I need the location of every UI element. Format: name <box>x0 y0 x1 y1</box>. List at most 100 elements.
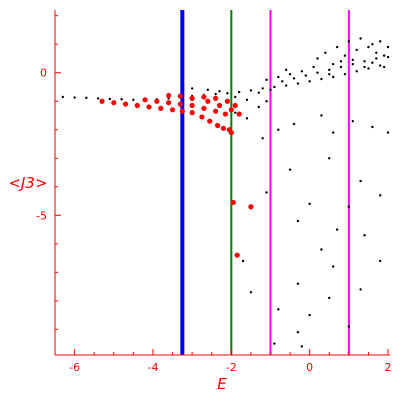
data-point-1-9 <box>199 114 205 120</box>
data-point-0-64 <box>339 60 343 63</box>
data-point-1-15 <box>142 97 148 103</box>
data-point-1-28 <box>228 107 234 113</box>
data-point-1-11 <box>215 122 221 129</box>
data-point-0-18 <box>273 85 276 89</box>
data-point-0-67 <box>312 65 315 69</box>
data-point-1-26 <box>205 98 211 104</box>
data-point-0-92 <box>363 234 366 237</box>
data-point-0-26 <box>367 67 370 70</box>
data-point-1-6 <box>169 107 176 113</box>
data-point-0-50 <box>347 40 351 43</box>
data-point-1-7 <box>179 108 185 114</box>
y-tick-label-0: 0 <box>40 67 47 80</box>
data-point-0-37 <box>304 74 307 77</box>
data-point-0-53 <box>367 45 370 49</box>
data-point-0-102 <box>296 330 300 334</box>
data-point-0-43 <box>375 57 378 60</box>
data-point-0-85 <box>359 179 362 183</box>
data-point-0-84 <box>328 157 331 160</box>
data-point-0-103 <box>273 342 276 345</box>
data-point-0-89 <box>379 194 382 197</box>
data-point-0-56 <box>379 40 382 43</box>
data-point-0-99 <box>277 308 280 311</box>
data-point-0-86 <box>265 191 268 194</box>
data-point-0-6 <box>132 98 135 102</box>
data-point-1-34 <box>230 199 236 206</box>
data-point-1-30 <box>201 94 207 100</box>
data-point-0-0 <box>61 95 65 99</box>
data-point-0-70 <box>284 68 288 72</box>
data-point-0-96 <box>296 282 300 285</box>
data-point-0-27 <box>379 64 382 67</box>
data-point-0-74 <box>265 100 268 103</box>
data-point-0-23 <box>331 75 335 79</box>
data-point-0-90 <box>296 219 300 223</box>
data-point-0-82 <box>386 131 390 134</box>
data-point-1-21 <box>213 108 219 114</box>
vertical-lines <box>180 10 350 355</box>
data-point-1-19 <box>189 102 195 109</box>
data-point-0-42 <box>363 60 366 63</box>
data-point-1-10 <box>207 118 213 124</box>
data-point-0-5 <box>120 98 123 101</box>
data-point-0-93 <box>320 248 323 251</box>
data-point-1-5 <box>158 105 164 111</box>
data-point-0-41 <box>351 62 354 66</box>
data-point-0-91 <box>335 228 339 231</box>
data-point-0-78 <box>320 114 323 117</box>
data-point-0-40 <box>339 65 343 69</box>
data-point-0-58 <box>386 45 390 49</box>
data-point-1-20 <box>201 105 207 111</box>
data-point-0-20 <box>296 82 300 85</box>
data-point-0-87 <box>308 202 311 206</box>
data-point-0-52 <box>359 37 362 40</box>
data-point-0-2 <box>85 96 88 100</box>
data-point-0-57 <box>382 54 386 57</box>
data-point-1-1 <box>111 100 117 106</box>
data-point-0-51 <box>355 48 358 52</box>
data-point-1-17 <box>166 100 172 106</box>
data-point-0-36 <box>292 77 296 80</box>
data-point-0-44 <box>386 55 390 59</box>
data-point-0-88 <box>347 205 351 208</box>
data-point-0-72 <box>245 117 249 120</box>
data-point-1-3 <box>134 102 140 109</box>
data-point-1-31 <box>213 95 219 101</box>
data-point-0-65 <box>288 72 292 76</box>
y-tick-label--5: -5 <box>36 209 47 222</box>
x-tick-label--4: -4 <box>147 361 158 374</box>
data-point-1-14 <box>228 130 234 136</box>
data-point-0-19 <box>284 84 288 87</box>
data-point-1-4 <box>146 104 152 110</box>
data-point-0-60 <box>363 65 366 69</box>
data-point-1-12 <box>220 125 227 131</box>
data-point-1-16 <box>154 98 160 104</box>
data-point-0-71 <box>234 111 237 114</box>
data-point-0-21 <box>308 80 311 83</box>
data-point-0-106 <box>241 259 245 263</box>
data-point-1-25 <box>189 95 195 101</box>
data-point-0-55 <box>375 51 378 54</box>
x-tick-label--6: -6 <box>69 361 80 374</box>
data-point-0-46 <box>324 51 327 54</box>
data-point-0-1 <box>73 96 76 99</box>
data-point-1-29 <box>236 111 242 117</box>
data-point-0-75 <box>277 128 280 131</box>
data-point-1-27 <box>216 102 223 109</box>
data-point-0-33 <box>257 91 260 94</box>
data-point-1-18 <box>177 101 183 107</box>
data-point-0-14 <box>226 92 229 95</box>
data-point-0-98 <box>249 291 253 294</box>
data-point-0-24 <box>343 72 347 76</box>
y-axis-label: <J3> <box>8 174 47 192</box>
data-point-0-31 <box>234 95 237 99</box>
data-point-0-105 <box>328 296 331 300</box>
data-point-0-79 <box>331 131 335 134</box>
data-point-1-2 <box>122 101 129 107</box>
data-point-0-30 <box>218 90 221 93</box>
data-point-0-49 <box>343 54 347 57</box>
data-point-0-3 <box>96 97 100 100</box>
data-point-0-17 <box>261 87 264 90</box>
data-point-0-95 <box>331 265 335 268</box>
